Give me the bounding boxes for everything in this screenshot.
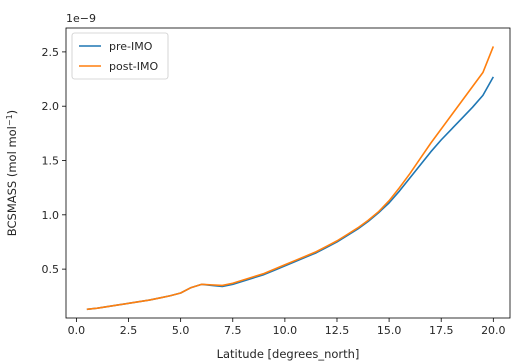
x-tick-label: 12.5 bbox=[325, 324, 350, 337]
y-axis-label-close: ) bbox=[5, 110, 19, 115]
x-tick-label: 15.0 bbox=[377, 324, 402, 337]
series-line-pre-imo bbox=[86, 76, 495, 311]
y-tick-label: 2.0 bbox=[42, 100, 60, 113]
x-tick-label: 20.0 bbox=[481, 324, 506, 337]
legend: pre-IMO post-IMO bbox=[71, 32, 169, 80]
y-axis-label: BCSMASS (mol mol−1) bbox=[5, 110, 20, 236]
y-offset-text: 1e−9 bbox=[66, 12, 96, 25]
series-layer bbox=[86, 46, 495, 311]
x-tick-label: 0.0 bbox=[68, 324, 86, 337]
x-axis-label: Latitude [degrees_north] bbox=[217, 347, 360, 361]
x-tick-label: 5.0 bbox=[172, 324, 190, 337]
y-tick-label: 2.5 bbox=[42, 46, 60, 59]
y-tick-label: 1.0 bbox=[42, 209, 60, 222]
y-axis-label-sup: −1 bbox=[5, 114, 14, 126]
y-axis-label-main: BCSMASS (mol mol bbox=[5, 126, 19, 236]
y-tick-label: 1.5 bbox=[42, 155, 60, 168]
x-tick-label: 10.0 bbox=[273, 324, 298, 337]
legend-label: post-IMO bbox=[109, 60, 158, 73]
ticks-layer: 0.0 2.5 5.0 7.5 10.0 12.5 15.0 17.5 20.0 0.5 1.0 1.… bbox=[42, 46, 506, 337]
series-line-post-imo bbox=[86, 46, 495, 311]
x-tick-label: 7.5 bbox=[224, 324, 242, 337]
legend-box bbox=[71, 32, 169, 80]
x-tick-label: 17.5 bbox=[429, 324, 454, 337]
x-tick-label: 2.5 bbox=[120, 324, 138, 337]
y-tick-label: 0.5 bbox=[42, 263, 60, 276]
plot-frame bbox=[65, 27, 511, 319]
legend-label: pre-IMO bbox=[109, 40, 153, 53]
